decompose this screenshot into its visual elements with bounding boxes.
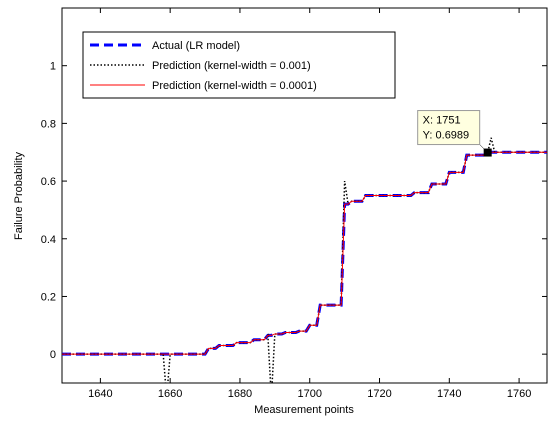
y-tick-label: 0.8 bbox=[41, 118, 56, 130]
legend-label: Actual (LR model) bbox=[152, 40, 240, 52]
series-line bbox=[62, 151, 547, 355]
datatip-box bbox=[417, 110, 481, 146]
y-tick-label: 0.2 bbox=[41, 291, 56, 303]
legend-label: Prediction (kernel-width = 0.0001) bbox=[152, 80, 317, 92]
legend: Actual (LR model) Prediction (kernel-widt… bbox=[82, 31, 396, 99]
x-axis-label: Measurement points bbox=[254, 404, 354, 416]
y-axis-label: Failure Probability bbox=[13, 151, 25, 240]
x-tick-label: 1740 bbox=[437, 388, 461, 400]
legend-box bbox=[82, 31, 396, 99]
datatip-y: Y: 0.6989 bbox=[423, 130, 470, 142]
x-tick-label: 1760 bbox=[507, 388, 531, 400]
plot-lines bbox=[62, 137, 547, 383]
datatip-marker bbox=[483, 148, 492, 157]
legend-label: Prediction (kernel-width = 0.001) bbox=[152, 60, 311, 72]
y-tick-label: 0.4 bbox=[41, 234, 56, 246]
y-tick-label: 1 bbox=[50, 61, 56, 73]
x-tick-label: 1660 bbox=[158, 388, 182, 400]
x-tick-label: 1680 bbox=[228, 388, 252, 400]
x-tick-label: 1640 bbox=[88, 388, 112, 400]
y-tick-label: 0.6 bbox=[41, 176, 56, 188]
x-tick-label: 1720 bbox=[367, 388, 391, 400]
datatip-x: X: 1751 bbox=[423, 115, 461, 127]
y-tick-label: 0 bbox=[50, 349, 56, 361]
x-tick-label: 1700 bbox=[297, 388, 321, 400]
